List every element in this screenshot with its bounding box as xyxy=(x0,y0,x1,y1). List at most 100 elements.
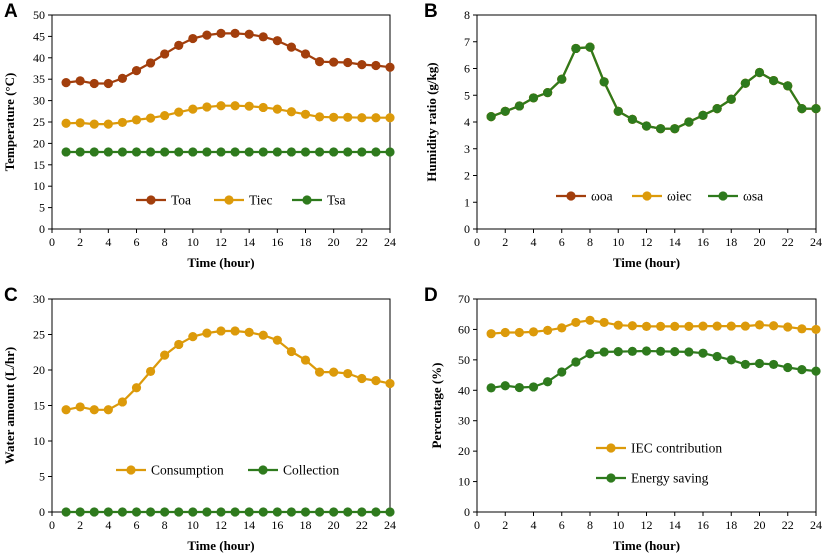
series-consumption xyxy=(61,326,395,415)
y-tick-label: 3 xyxy=(464,142,470,156)
data-point xyxy=(160,110,170,121)
x-tick-label: 22 xyxy=(356,235,368,249)
x-tick-label: 6 xyxy=(559,518,565,532)
data-point xyxy=(371,507,381,517)
legend-label: Tsa xyxy=(327,193,346,208)
series-tiec xyxy=(61,101,395,129)
y-axis-label: Humidity ratio (g/kg) xyxy=(424,62,439,181)
data-point xyxy=(557,74,567,84)
x-tick-label: 12 xyxy=(641,235,653,249)
data-point xyxy=(89,147,99,157)
data-point xyxy=(131,66,142,76)
data-point xyxy=(543,325,553,335)
data-point xyxy=(145,58,156,68)
data-point xyxy=(357,113,367,123)
x-tick-label: 0 xyxy=(49,518,55,532)
data-point xyxy=(385,147,395,157)
x-tick-label: 14 xyxy=(669,518,681,532)
data-point xyxy=(174,107,184,117)
data-point xyxy=(131,383,142,393)
x-tick-label: 18 xyxy=(725,518,737,532)
data-point xyxy=(286,147,297,157)
data-point xyxy=(371,60,381,71)
data-point xyxy=(202,147,212,157)
data-point xyxy=(726,355,736,365)
data-point xyxy=(230,28,240,39)
data-point xyxy=(202,507,212,517)
data-point xyxy=(357,60,367,70)
x-tick-label: 20 xyxy=(328,518,340,532)
y-tick-label: 8 xyxy=(464,8,470,22)
legend-swatch-marker xyxy=(718,191,728,201)
legend: IEC contribution Energy saving xyxy=(596,441,722,486)
x-axis-label: Time (hour) xyxy=(187,538,254,553)
data-point xyxy=(286,107,297,117)
data-point xyxy=(357,507,367,517)
data-point xyxy=(656,124,666,134)
legend: Toa Tiec Tsa xyxy=(136,193,346,208)
data-point xyxy=(300,507,311,517)
data-point xyxy=(371,147,381,157)
x-tick-label: 6 xyxy=(134,235,140,249)
data-point xyxy=(811,366,821,376)
legend-item: ωiec xyxy=(632,189,692,204)
data-point xyxy=(202,328,212,338)
data-point xyxy=(670,124,680,134)
data-point xyxy=(160,49,170,59)
y-tick-label: 25 xyxy=(33,328,45,342)
data-point xyxy=(258,102,268,113)
series-tsa xyxy=(61,147,395,157)
data-point xyxy=(145,507,156,517)
series-toa xyxy=(61,28,395,89)
legend-swatch-marker xyxy=(224,195,234,205)
legend-swatch-marker xyxy=(126,465,136,475)
data-point xyxy=(571,317,581,328)
x-tick-label: 0 xyxy=(49,235,55,249)
data-point xyxy=(656,346,666,356)
data-point xyxy=(75,402,85,412)
series-line xyxy=(66,104,390,126)
data-point xyxy=(117,73,128,83)
data-point xyxy=(244,101,254,111)
data-point xyxy=(188,104,198,114)
x-axis-label: Time (hour) xyxy=(613,538,680,553)
data-point xyxy=(258,32,268,42)
series-line xyxy=(490,349,817,389)
x-tick-label: 16 xyxy=(697,518,709,532)
data-point xyxy=(754,320,765,330)
legend-label: Consumption xyxy=(151,463,224,478)
legend-swatch-marker xyxy=(258,465,268,475)
data-point xyxy=(244,29,254,39)
data-point xyxy=(188,507,198,517)
x-tick-label: 4 xyxy=(531,235,537,249)
legend-swatch-marker xyxy=(642,191,652,201)
data-point xyxy=(514,101,524,111)
data-point xyxy=(230,507,240,517)
y-tick-label: 5 xyxy=(39,201,45,215)
series-ωiec xyxy=(486,42,821,134)
data-point xyxy=(797,104,807,114)
y-tick-label: 45 xyxy=(33,29,45,43)
data-point xyxy=(258,507,268,517)
y-tick-label: 2 xyxy=(464,169,470,183)
data-point xyxy=(174,147,184,157)
data-point xyxy=(230,101,240,111)
data-point xyxy=(641,321,652,331)
data-point xyxy=(599,347,609,357)
y-tick-label: 6 xyxy=(464,62,470,76)
data-point xyxy=(385,507,395,517)
data-point xyxy=(783,322,793,332)
data-point xyxy=(258,330,268,340)
data-point xyxy=(684,321,694,331)
legend-item: ωsa xyxy=(708,189,763,204)
y-tick-label: 30 xyxy=(33,94,45,108)
x-tick-label: 14 xyxy=(243,518,255,532)
x-tick-label: 2 xyxy=(77,235,83,249)
data-point xyxy=(712,321,722,331)
data-point xyxy=(627,346,637,356)
data-point xyxy=(712,104,722,114)
data-point xyxy=(202,102,212,112)
data-point xyxy=(684,117,694,127)
data-point xyxy=(557,367,567,377)
data-point xyxy=(769,321,779,331)
